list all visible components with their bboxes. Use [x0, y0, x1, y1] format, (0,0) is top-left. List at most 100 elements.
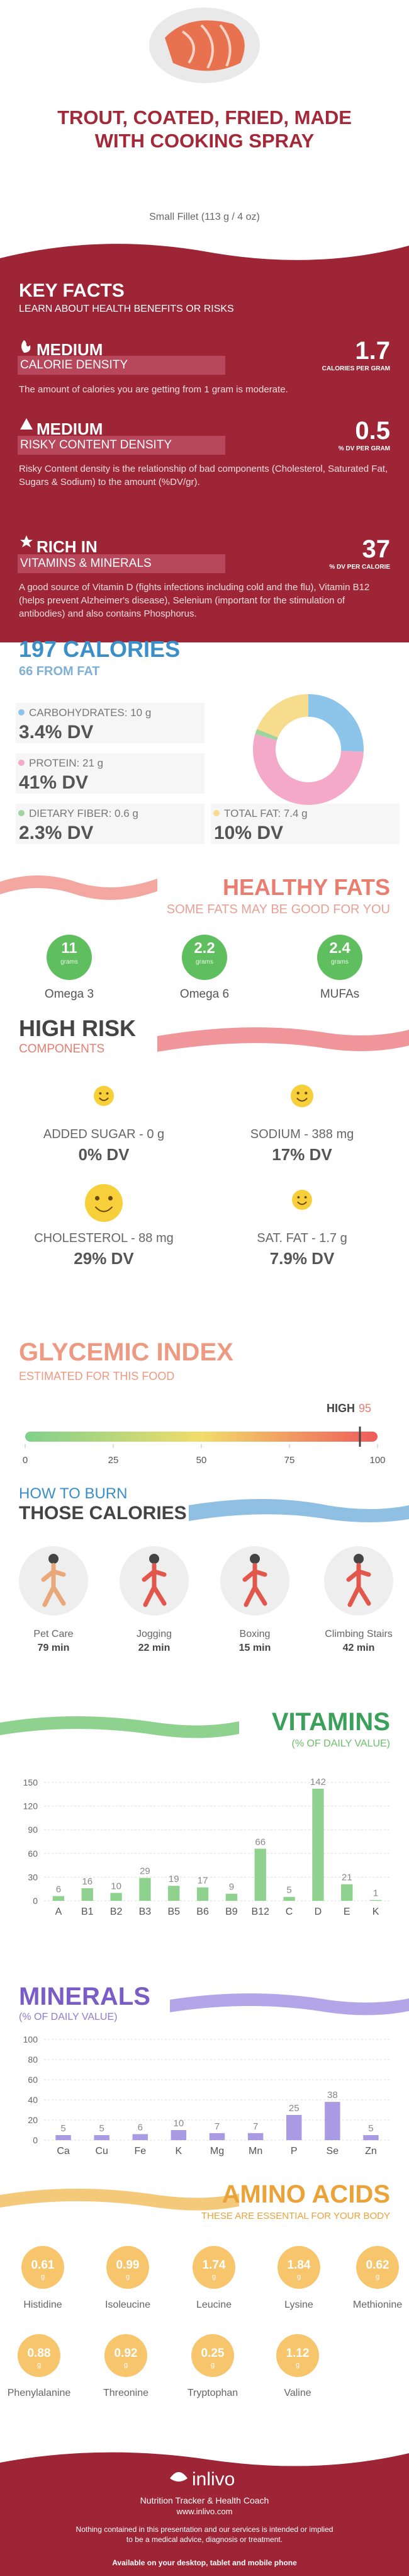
- bar: [168, 1886, 180, 1901]
- face-mouth: [99, 1097, 109, 1102]
- value-label: 7: [253, 2121, 258, 2132]
- amino-circle: [356, 2246, 399, 2289]
- amino-value: 1.74: [203, 2259, 226, 2272]
- value-label: 1: [373, 1888, 378, 1899]
- fact-name: RISKY CONTENT DENSITY: [20, 438, 172, 452]
- activity-time: 42 min: [342, 1643, 375, 1653]
- face-icon: [85, 1184, 123, 1222]
- nutrient-dv: 3.4% DV: [19, 722, 93, 743]
- amino-value: 0.88: [28, 2347, 51, 2360]
- value-label: 6: [56, 1884, 61, 1895]
- x-tick-label: 0: [23, 1455, 28, 1466]
- donut-slice: [308, 694, 364, 752]
- bar: [55, 2135, 71, 2140]
- amino-unit: g: [41, 2273, 45, 2281]
- x-tick-label: K: [176, 2146, 182, 2157]
- amino-name: Valine: [284, 2388, 311, 2398]
- bar: [254, 1849, 266, 1901]
- activity-name: Climbing Stairs: [325, 1629, 393, 1639]
- y-tick-label: 60: [28, 1849, 38, 1859]
- legend-dot: [18, 760, 25, 766]
- y-tick-label: 40: [28, 2095, 38, 2105]
- figure-head: [250, 1554, 260, 1564]
- amino-value: 0.61: [31, 2259, 55, 2272]
- amino-circle: [21, 2246, 64, 2289]
- value-label: 16: [82, 1876, 92, 1887]
- key-facts-background: [0, 244, 409, 642]
- section-subtitle: COMPONENTS: [19, 1042, 105, 1056]
- nutrients: CARBOHYDRATES: 10 g 3.4% DV PROTEIN: 21 g 4…: [16, 694, 400, 844]
- x-tick-label: Cu: [95, 2146, 108, 2157]
- fact-level: MEDIUM: [36, 419, 103, 438]
- bar: [286, 2115, 302, 2140]
- legend-dot: [18, 810, 25, 816]
- section-title: AMINO ACIDS: [221, 2180, 390, 2208]
- minerals-decor: [170, 1993, 409, 2015]
- value-label: 38: [327, 2090, 338, 2100]
- section-title: HEALTHY FATS: [222, 874, 390, 900]
- x-tick-label: C: [286, 1906, 293, 1917]
- section-title: HOW TO BURN: [19, 1485, 128, 1502]
- footer-background: [0, 2452, 409, 2576]
- section-title: GLYCEMIC INDEX: [19, 1338, 233, 1366]
- bar: [94, 2135, 109, 2140]
- bar: [325, 2102, 340, 2140]
- disclaimer: Nothing contained in this presentation a…: [76, 2525, 333, 2544]
- amino-value: 0.25: [201, 2347, 225, 2360]
- fact-value: 1.7: [355, 337, 390, 365]
- burn-decor: [19, 1499, 409, 1616]
- nutrient-label: PROTEIN: 21 g: [29, 757, 103, 769]
- figure-head: [149, 1554, 159, 1564]
- bar: [171, 2130, 187, 2140]
- value-label: 142: [310, 1777, 326, 1787]
- bar: [81, 1888, 93, 1901]
- row-band: [16, 804, 204, 844]
- fat-name: Omega 3: [44, 988, 94, 1001]
- bar: [363, 2135, 379, 2140]
- x-tick-label: B6: [196, 1906, 209, 1917]
- amino-circle: [106, 2246, 149, 2289]
- healthy-fats-decor: [0, 875, 362, 980]
- vitamins-decor: [0, 1716, 239, 1738]
- x-tick-label: Mg: [210, 2146, 224, 2157]
- amino-name: Phenylalanine: [8, 2388, 71, 2398]
- x-tick-label: B12: [252, 1906, 270, 1917]
- risk-dv: 7.9% DV: [269, 1249, 335, 1268]
- face-eye: [296, 1091, 300, 1095]
- amino-circle: [18, 2334, 60, 2377]
- value-label: 29: [140, 1866, 150, 1877]
- amino-unit: g: [212, 2273, 216, 2281]
- donut-slice: [255, 729, 278, 741]
- face-eye: [99, 1092, 102, 1095]
- fat-value: 2.2: [194, 940, 215, 957]
- section-subtitle: SOME FATS MAY BE GOOD FOR YOU: [166, 903, 390, 916]
- value-label: 7: [215, 2121, 220, 2132]
- face-eye: [106, 1092, 109, 1095]
- value-label: 66: [255, 1837, 266, 1847]
- amino-unit: g: [376, 2273, 379, 2281]
- level-value: 95: [359, 1402, 371, 1415]
- risk-dv: 0% DV: [78, 1145, 130, 1164]
- amino-name: Isoleucine: [105, 2300, 150, 2310]
- y-tick-label: 90: [28, 1825, 38, 1835]
- y-tick-label: 150: [23, 1777, 38, 1787]
- value-label: 9: [229, 1882, 234, 1893]
- value-label: 19: [169, 1874, 179, 1884]
- row-band: [211, 804, 400, 844]
- fact-text: A good source of Vitamin D (fights infec…: [19, 582, 370, 619]
- figure-head: [48, 1554, 59, 1564]
- donut-slice: [257, 694, 308, 738]
- amino-circle: [104, 2334, 147, 2377]
- figure-body: [346, 1563, 371, 1607]
- section-title: VITAMINS: [271, 1708, 390, 1736]
- x-tick-label: B2: [110, 1906, 123, 1917]
- section-title: MINERALS: [19, 1983, 150, 2010]
- amino-name: Leucine: [196, 2300, 232, 2310]
- bar: [312, 1789, 324, 1901]
- face-icon: [291, 1085, 313, 1107]
- x-tick-label: Ca: [57, 2146, 70, 2157]
- amino-unit: g: [126, 2273, 130, 2281]
- figure-body: [242, 1563, 267, 1607]
- amino-name: Threonine: [103, 2388, 148, 2398]
